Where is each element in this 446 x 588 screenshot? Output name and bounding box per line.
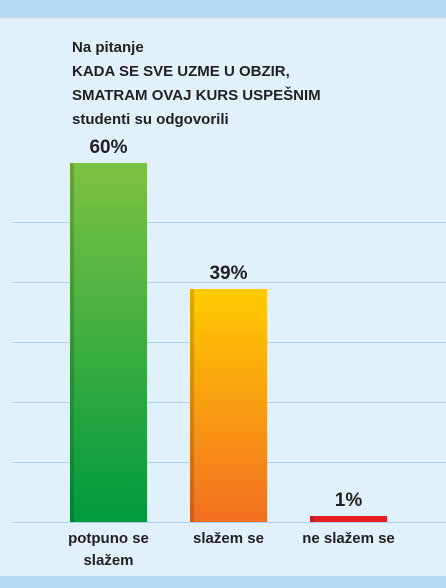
grid-line: [12, 521, 446, 523]
x-tick-label: ne slažem se: [302, 530, 395, 547]
x-tick-label: slažem se: [193, 530, 264, 547]
x-tick-label: potpuno se slažem: [68, 530, 149, 569]
bottom-strip: [0, 576, 446, 588]
value-label: 60%: [89, 137, 128, 158]
bar: [310, 516, 387, 522]
top-strip: [0, 0, 446, 18]
bar: [70, 163, 147, 522]
value-label: 39%: [209, 262, 248, 284]
title-line: SMATRAM OVAJ KURS USPEŠNIM: [72, 87, 321, 104]
value-label: 1%: [334, 490, 363, 512]
title-line: studenti su odgovorili: [72, 111, 229, 128]
grid-line: [12, 282, 446, 284]
grid-line: [12, 222, 446, 224]
title-line: KADA SE SVE UZME U OBZIR,: [72, 63, 290, 80]
bar: [190, 288, 267, 522]
title-line: Na pitanje: [72, 39, 144, 56]
